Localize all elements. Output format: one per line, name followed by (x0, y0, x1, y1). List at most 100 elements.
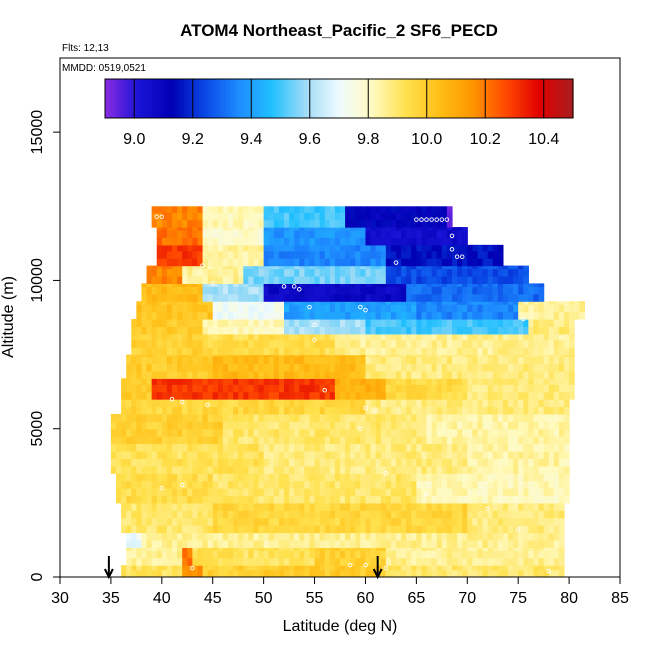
heat-cell (401, 525, 407, 534)
heat-cell (166, 510, 173, 519)
colorbar-segment (394, 79, 399, 118)
heat-cell (360, 421, 367, 430)
heat-cell (538, 502, 545, 511)
heat-cell (207, 265, 214, 270)
heat-cell (426, 406, 433, 415)
heat-cell (146, 502, 153, 511)
heat-cell (355, 406, 361, 415)
heat-cell (401, 458, 407, 467)
heat-cell (314, 436, 321, 445)
heat-cell (492, 569, 499, 577)
heat-cell (462, 363, 468, 372)
heat-cell (182, 347, 188, 356)
colorbar-segment (441, 79, 445, 118)
heat-cell (146, 384, 153, 393)
heat-cell (126, 428, 132, 437)
heat-cell (375, 550, 382, 559)
heat-cell (233, 458, 239, 467)
heat-cell (350, 283, 356, 287)
heat-cell (431, 532, 438, 541)
colorbar-segment (251, 79, 255, 118)
heat-cell (228, 339, 234, 348)
heat-cell (396, 304, 402, 313)
heat-cell (299, 525, 305, 534)
heat-cell (380, 384, 387, 393)
heat-cell (543, 436, 550, 445)
heat-cell (278, 378, 285, 385)
heat-cell (187, 286, 193, 295)
heat-cell (390, 363, 397, 372)
heat-cell (370, 502, 377, 511)
heat-cell (202, 384, 209, 393)
heat-cell (558, 557, 565, 566)
heat-cell (248, 268, 255, 277)
heat-cell (263, 510, 270, 519)
heat-cell (146, 356, 153, 365)
heat-cell (141, 326, 148, 335)
heat-cell (273, 326, 280, 335)
heat-cell (314, 212, 321, 221)
heat-cell (497, 283, 504, 287)
heat-cell (268, 557, 275, 566)
heat-cell (533, 354, 540, 357)
heat-cell (217, 250, 224, 259)
heat-cell (482, 304, 489, 313)
heat-cell (518, 421, 524, 430)
heat-cell (182, 569, 188, 577)
heat-cell (136, 517, 143, 526)
heat-cell (161, 557, 168, 566)
heat-cell (156, 347, 163, 356)
heat-cell (192, 219, 199, 228)
heat-cell (533, 399, 540, 408)
heat-cell (299, 547, 305, 551)
heat-cell (197, 525, 204, 534)
heat-cell (253, 275, 260, 284)
heat-cell (340, 399, 346, 408)
heat-cell (502, 525, 509, 534)
heat-cell (548, 339, 555, 348)
heat-cell (172, 525, 178, 534)
heat-cell (334, 265, 341, 270)
heat-cell (533, 436, 540, 445)
heat-cell (441, 311, 448, 320)
heat-cell (273, 227, 280, 231)
heat-cell (457, 356, 463, 365)
heat-cell (243, 502, 249, 511)
heat-cell (502, 569, 509, 577)
heat-cell (543, 413, 550, 422)
heat-cell (345, 237, 351, 246)
sample-point (414, 217, 419, 222)
heat-cell (523, 413, 529, 422)
heat-cell (156, 275, 163, 284)
heat-cell (151, 363, 158, 372)
heat-cell (136, 458, 143, 467)
heat-cell (278, 517, 285, 526)
heat-cell (278, 237, 285, 246)
heat-cell (462, 391, 468, 400)
heat-cell (564, 421, 570, 430)
heat-cell (243, 230, 249, 239)
heat-cell (217, 258, 224, 267)
heat-cell (243, 421, 249, 430)
heat-cell (390, 244, 397, 252)
heat-cell (187, 311, 193, 320)
heat-cell (390, 293, 397, 302)
heat-cell (360, 230, 367, 239)
heat-cell (263, 265, 270, 270)
heat-cell (558, 311, 565, 320)
heat-cell (217, 547, 224, 551)
heat-cell (406, 363, 412, 372)
sample-point (444, 217, 450, 222)
heat-cell (202, 219, 209, 228)
heat-cell (289, 333, 295, 341)
heat-cell (284, 227, 290, 231)
heat-cell (192, 495, 199, 504)
heat-cell (222, 547, 229, 551)
heat-cell (319, 525, 326, 534)
heat-cell (334, 318, 341, 327)
heat-cell (508, 550, 514, 559)
heat-cell (462, 473, 468, 482)
heat-cell (156, 293, 163, 302)
heat-cell (329, 550, 336, 559)
heat-cell (289, 301, 295, 305)
